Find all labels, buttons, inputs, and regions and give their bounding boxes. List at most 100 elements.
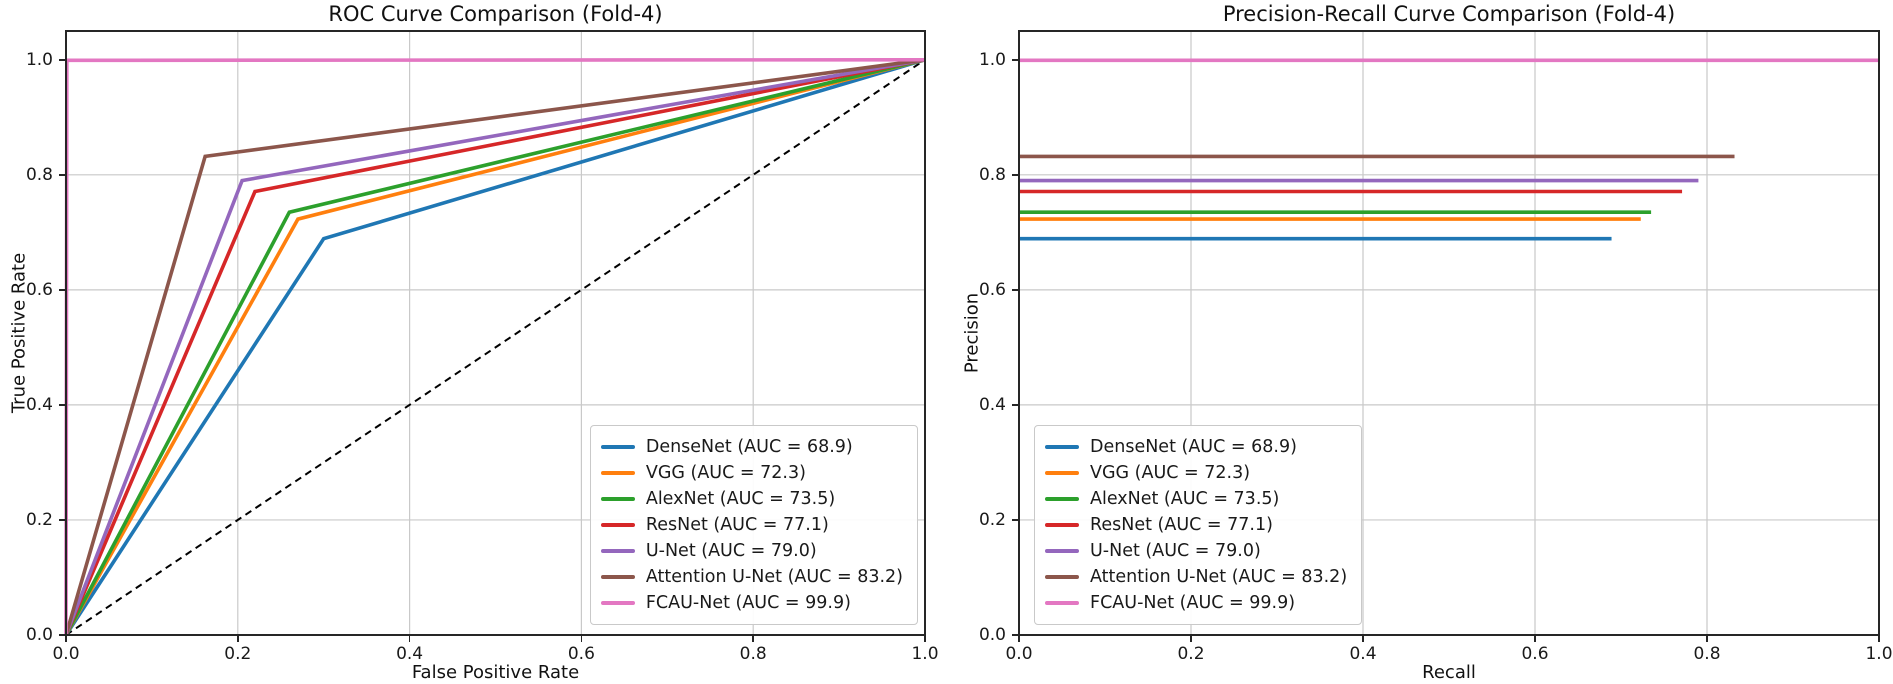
legend-line-swatch [1045, 575, 1079, 579]
series-line-attention-u-net [64, 57, 926, 636]
plot-border [65, 30, 926, 636]
legend-line-swatch [1045, 549, 1079, 553]
x-tick-label: 0.6 [1521, 644, 1549, 664]
y-tick-label: 0.4 [978, 394, 1006, 415]
x-tick-label: 0.2 [224, 644, 252, 664]
legend-item: ResNet (AUC = 77.1) [600, 512, 903, 538]
legend-item: FCAU-Net (AUC = 99.9) [600, 590, 903, 616]
legend-item: U-Net (AUC = 79.0) [1045, 538, 1347, 564]
legend-line-swatch [600, 601, 635, 605]
y-tick-label: 1.0 [978, 49, 1006, 70]
x-tick-mark [408, 636, 411, 642]
x-tick-label: 0.4 [396, 644, 424, 664]
y-tick-label: 1.0 [25, 49, 53, 70]
legend-label: FCAU-Net (AUC = 99.9) [1090, 593, 1296, 613]
x-tick-mark [924, 636, 926, 642]
y-tick-mark [1012, 519, 1018, 521]
legend-line-swatch [1045, 497, 1079, 501]
x-tick-mark [752, 636, 754, 642]
series-line-resnet [64, 57, 926, 636]
y-tick-label: 0.2 [978, 509, 1006, 530]
x-tick-label: 0.6 [567, 644, 595, 664]
pr-legend: DenseNet (AUC = 68.9) VGG (AUC = 72.3) Ale… [1034, 425, 1363, 625]
x-tick-mark [1706, 636, 1708, 642]
chance-diagonal [65, 58, 926, 636]
legend-label: DenseNet (AUC = 68.9) [1090, 437, 1297, 457]
legend-item: AlexNet (AUC = 73.5) [1045, 486, 1347, 512]
x-tick-mark [580, 636, 583, 642]
series-line-u-net [64, 57, 926, 636]
roc-plot-area [64, 30, 926, 636]
y-tick-mark [59, 59, 65, 61]
legend-line-swatch [600, 549, 635, 553]
legend-label: AlexNet (AUC = 73.5) [1090, 489, 1280, 509]
x-tick-label: 0.8 [739, 644, 767, 664]
legend-item: VGG (AUC = 72.3) [1045, 460, 1347, 486]
legend-label: U-Net (AUC = 79.0) [1090, 541, 1261, 561]
x-tick-mark [1018, 636, 1020, 642]
legend-item: DenseNet (AUC = 68.9) [600, 434, 903, 460]
legend-label: DenseNet (AUC = 68.9) [645, 437, 853, 457]
legend-label: ResNet (AUC = 77.1) [1090, 515, 1273, 535]
legend-label: AlexNet (AUC = 73.5) [645, 489, 836, 509]
y-tick-mark [1012, 59, 1018, 61]
legend-item: AlexNet (AUC = 73.5) [600, 486, 903, 512]
pr-panel: Precision-Recall Curve Comparison (Fold-… [962, 2, 1893, 683]
x-tick-label: 0.4 [1349, 644, 1377, 664]
y-tick-label: 0.6 [25, 279, 53, 300]
x-tick-mark [65, 636, 67, 642]
y-tick-label: 0.6 [978, 279, 1006, 300]
y-tick-label: 0.2 [25, 509, 53, 530]
y-tick-label: 0.0 [978, 625, 1006, 645]
legend-item: ResNet (AUC = 77.1) [1045, 512, 1347, 538]
legend-line-swatch [1045, 471, 1079, 475]
x-tick-mark [1362, 636, 1364, 642]
series-line-alexnet [64, 58, 926, 636]
roc-x-axis-label: False Positive Rate [411, 662, 580, 683]
x-tick-mark [1190, 636, 1192, 642]
legend-line-swatch [600, 575, 635, 579]
x-tick-label: 1.0 [1865, 644, 1893, 664]
y-tick-label: 0.4 [25, 394, 53, 415]
legend-label: VGG (AUC = 72.3) [645, 463, 806, 483]
roc-y-axis-label: True Positive Rate [8, 252, 30, 414]
plot-border [1018, 30, 1880, 636]
y-tick-label: 0.8 [25, 164, 53, 185]
pr-x-axis-label: Recall [1422, 662, 1476, 683]
legend-line-swatch [1045, 601, 1079, 605]
legend-line-swatch [600, 471, 635, 475]
roc-legend: DenseNet (AUC = 68.9) VGG (AUC = 72.3) Ale… [589, 425, 918, 625]
y-tick-mark [59, 519, 65, 521]
legend-item: DenseNet (AUC = 68.9) [1045, 434, 1347, 460]
y-tick-mark [59, 404, 65, 406]
x-tick-mark [1534, 636, 1536, 642]
legend-item: Attention U-Net (AUC = 83.2) [600, 564, 903, 590]
legend-line-swatch [600, 523, 635, 527]
legend-item: Attention U-Net (AUC = 83.2) [1045, 564, 1347, 590]
y-tick-mark [1012, 289, 1018, 291]
roc-chart-title: ROC Curve Comparison (Fold-4) [328, 2, 663, 26]
legend-item: VGG (AUC = 72.3) [600, 460, 903, 486]
x-tick-mark [1878, 636, 1880, 642]
legend-line-swatch [1045, 523, 1079, 527]
legend-line-swatch [600, 497, 635, 501]
y-tick-mark [59, 174, 65, 176]
legend-label: VGG (AUC = 72.3) [1090, 463, 1251, 483]
y-tick-mark [1012, 404, 1018, 406]
y-tick-label: 0.8 [978, 164, 1006, 185]
pr-chart-title: Precision-Recall Curve Comparison (Fold-… [1222, 2, 1676, 26]
legend-line-swatch [600, 445, 635, 449]
x-tick-label: 1.0 [911, 644, 939, 664]
x-tick-label: 0.2 [1177, 644, 1205, 664]
legend-label: FCAU-Net (AUC = 99.9) [645, 593, 851, 613]
y-tick-mark [1012, 174, 1018, 176]
legend-item: FCAU-Net (AUC = 99.9) [1045, 590, 1347, 616]
legend-label: ResNet (AUC = 77.1) [645, 515, 829, 535]
legend-label: U-Net (AUC = 79.0) [645, 541, 817, 561]
y-tick-mark [59, 634, 65, 636]
x-tick-mark [237, 636, 239, 642]
y-tick-mark [59, 289, 65, 291]
roc-panel: ROC Curve Comparison (Fold-4) True Posit… [9, 2, 939, 683]
legend-line-swatch [1045, 445, 1079, 449]
x-tick-label: 0.0 [1005, 644, 1033, 664]
